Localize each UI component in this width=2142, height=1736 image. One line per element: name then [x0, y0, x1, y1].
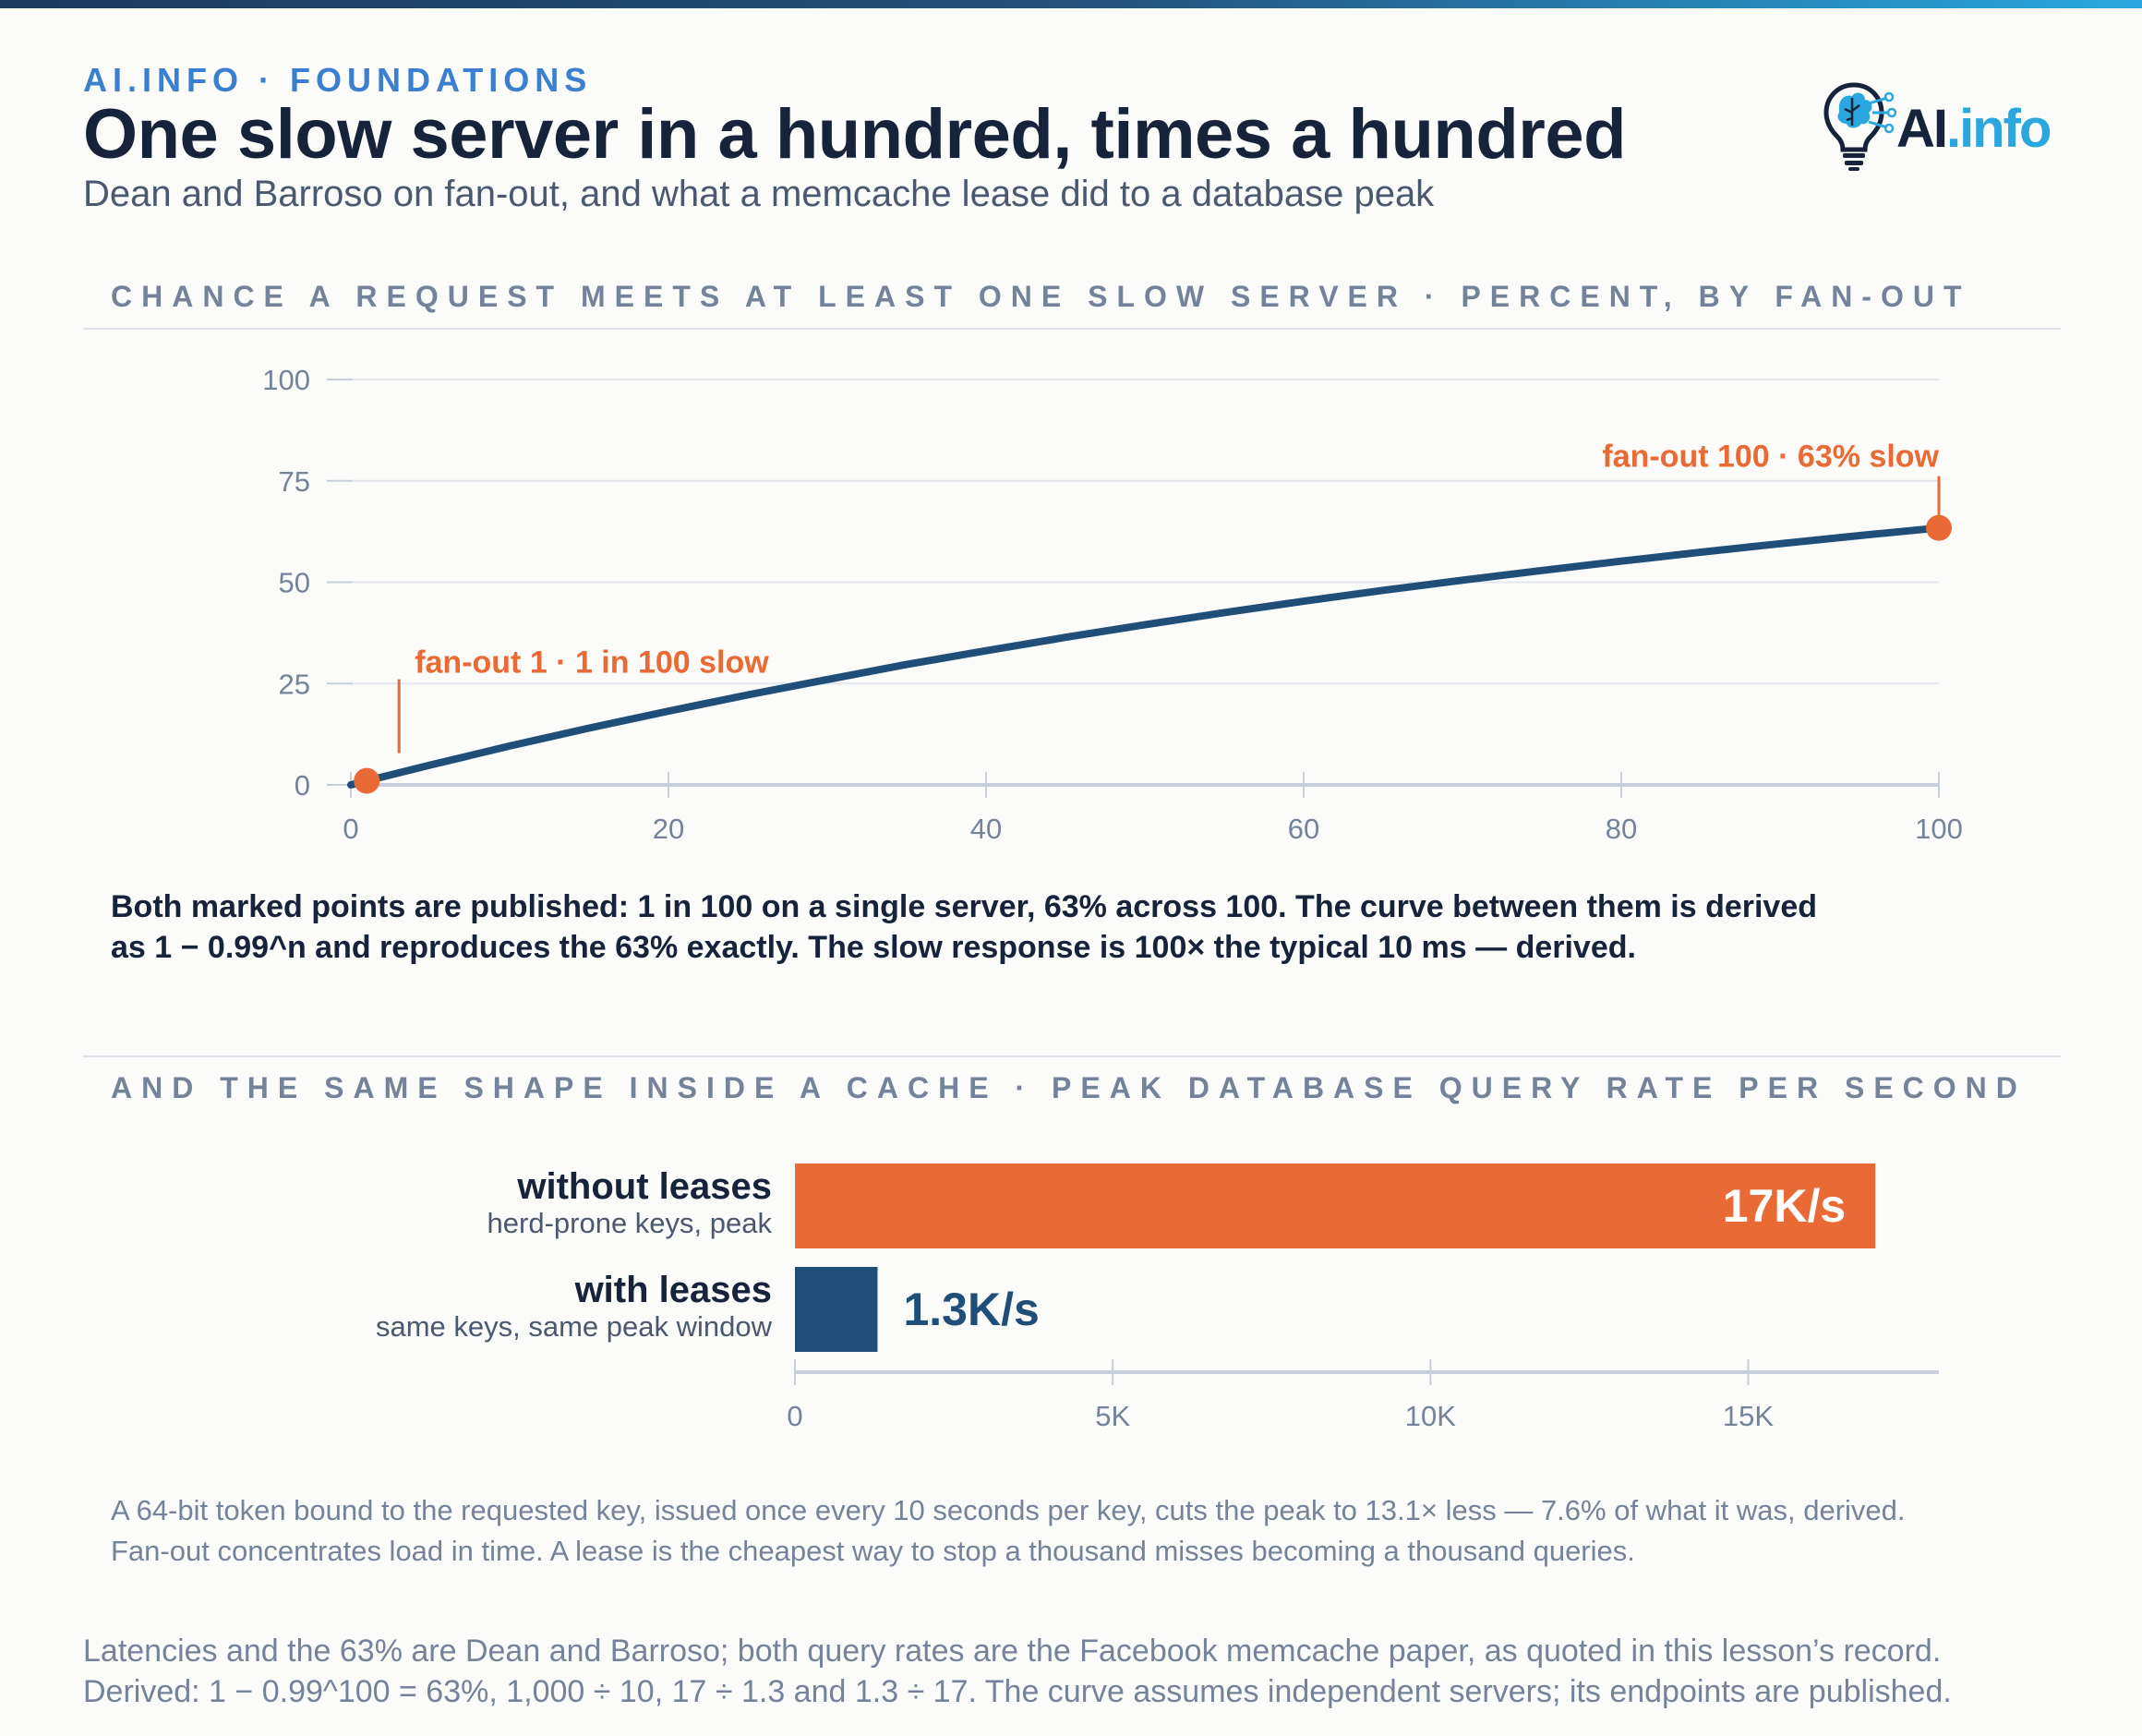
x-tick-label: 40: [970, 813, 1002, 845]
y-tick-label: 100: [262, 364, 310, 396]
bar-sublabel: herd-prone keys, peak: [487, 1207, 773, 1239]
annotation-label: fan-out 100 · 63% slow: [1602, 440, 1939, 475]
bar-category-label: with leases: [574, 1270, 772, 1310]
bar-value-label: 17K/s: [1723, 1180, 1846, 1232]
bar: [795, 1163, 1876, 1248]
data-point-fanout-100: [1926, 514, 1952, 541]
bar-category-label: without leases: [516, 1166, 772, 1207]
source-footer: Latencies and the 63% are Dean and Barro…: [83, 1634, 1952, 1709]
x-tick-label: 5K: [1095, 1400, 1130, 1432]
bar-chart-note: A 64-bit token bound to the requested ke…: [111, 1494, 1906, 1567]
page-subtitle: Dean and Barroso on fan-out, and what a …: [83, 174, 1435, 214]
line-chart-title: CHANCE A REQUEST MEETS AT LEAST ONE SLOW…: [111, 280, 1971, 313]
kicker: AI.INFO · FOUNDATIONS: [83, 61, 593, 99]
top-accent-bar: [0, 0, 2142, 8]
y-tick-label: 75: [279, 465, 310, 498]
y-tick-label: 25: [279, 668, 310, 700]
bar: [795, 1267, 878, 1352]
line-chart: 0 25 50 75 100 0 20 40 60 80 100 fan-out 1 · 1 in …: [262, 364, 1963, 845]
divider: [83, 1055, 2061, 1057]
x-tick-label: 0: [787, 1400, 802, 1432]
x-tick-label: 80: [1606, 813, 1637, 845]
x-tick-label: 100: [1915, 813, 1963, 845]
logo-wordmark: AI.info: [1896, 99, 2052, 159]
x-tick-label: 0: [343, 813, 358, 845]
line-series: [347, 524, 1943, 789]
bar-sublabel: same keys, same peak window: [376, 1310, 773, 1343]
y-tick-label: 50: [279, 567, 310, 599]
page-title: One slow server in a hundred, times a hu…: [83, 95, 1627, 174]
brain-lightbulb-icon: [1823, 82, 1896, 171]
x-tick-label: 15K: [1723, 1400, 1774, 1432]
data-point-fanout-1: [354, 767, 380, 794]
annotation-label: fan-out 1 · 1 in 100 slow: [415, 645, 769, 681]
bar-chart-title: AND THE SAME SHAPE INSIDE A CACHE · PEAK…: [111, 1071, 2027, 1104]
x-tick-label: 20: [653, 813, 684, 845]
x-tick-label: 10K: [1405, 1400, 1456, 1432]
line-chart-note: Both marked points are published: 1 in 1…: [111, 889, 1818, 965]
ai-info-logo: AI.info: [1823, 79, 2063, 172]
x-tick-label: 60: [1288, 813, 1319, 845]
divider: [83, 328, 2061, 330]
y-tick-label: 0: [295, 769, 310, 802]
bar-value-label: 1.3K/s: [903, 1284, 1039, 1335]
